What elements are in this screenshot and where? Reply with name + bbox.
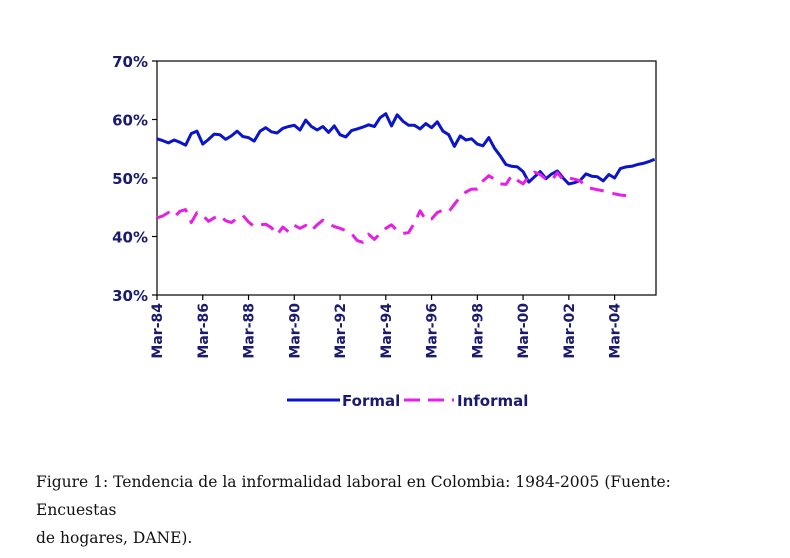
x-tick-label: Mar-96	[425, 303, 441, 359]
x-tick-label: Mar-90	[287, 303, 303, 359]
figure-caption: Figure 1: Tendencia de la informalidad l…	[36, 468, 756, 552]
y-tick-label: 60%	[112, 112, 148, 130]
series-line-formal	[156, 112, 656, 186]
x-tick-label: Mar-84	[150, 303, 166, 359]
plot-frame	[156, 60, 657, 296]
x-tick-label: Mar-04	[608, 303, 624, 359]
x-tick-label: Mar-00	[516, 303, 532, 359]
y-tick-label: 30%	[112, 287, 148, 305]
legend: Formal Informal	[287, 392, 528, 410]
legend-label-formal: Formal	[342, 392, 400, 410]
x-tick-label: Mar-98	[470, 303, 486, 359]
caption-line-2: de hogares, DANE).	[36, 529, 193, 547]
x-tick-label: Mar-92	[333, 303, 349, 359]
x-axis: Mar-84 Mar-86 Mar-88 Mar-90 Mar-92 Mar-94 Mar-…	[150, 295, 624, 359]
y-tick-label: 70%	[112, 53, 148, 71]
x-tick-label: Mar-86	[196, 303, 212, 359]
x-tick-label: Mar-94	[379, 303, 395, 359]
x-tick-label: Mar-88	[242, 303, 258, 359]
legend-label-informal: Informal	[457, 392, 528, 410]
x-tick-label: Mar-02	[562, 303, 578, 359]
y-axis: 30% 40% 50% 60% 70%	[112, 53, 157, 305]
line-chart: 30% 40% 50% 60% 70% Mar-84 Mar-86 Mar-88 Mar-90…	[112, 53, 657, 410]
series-group	[156, 112, 656, 244]
caption-line-1: Figure 1: Tendencia de la informalidad l…	[36, 473, 671, 519]
y-tick-label: 40%	[112, 229, 148, 247]
y-tick-label: 50%	[112, 170, 148, 188]
series-line-informal	[156, 170, 627, 244]
